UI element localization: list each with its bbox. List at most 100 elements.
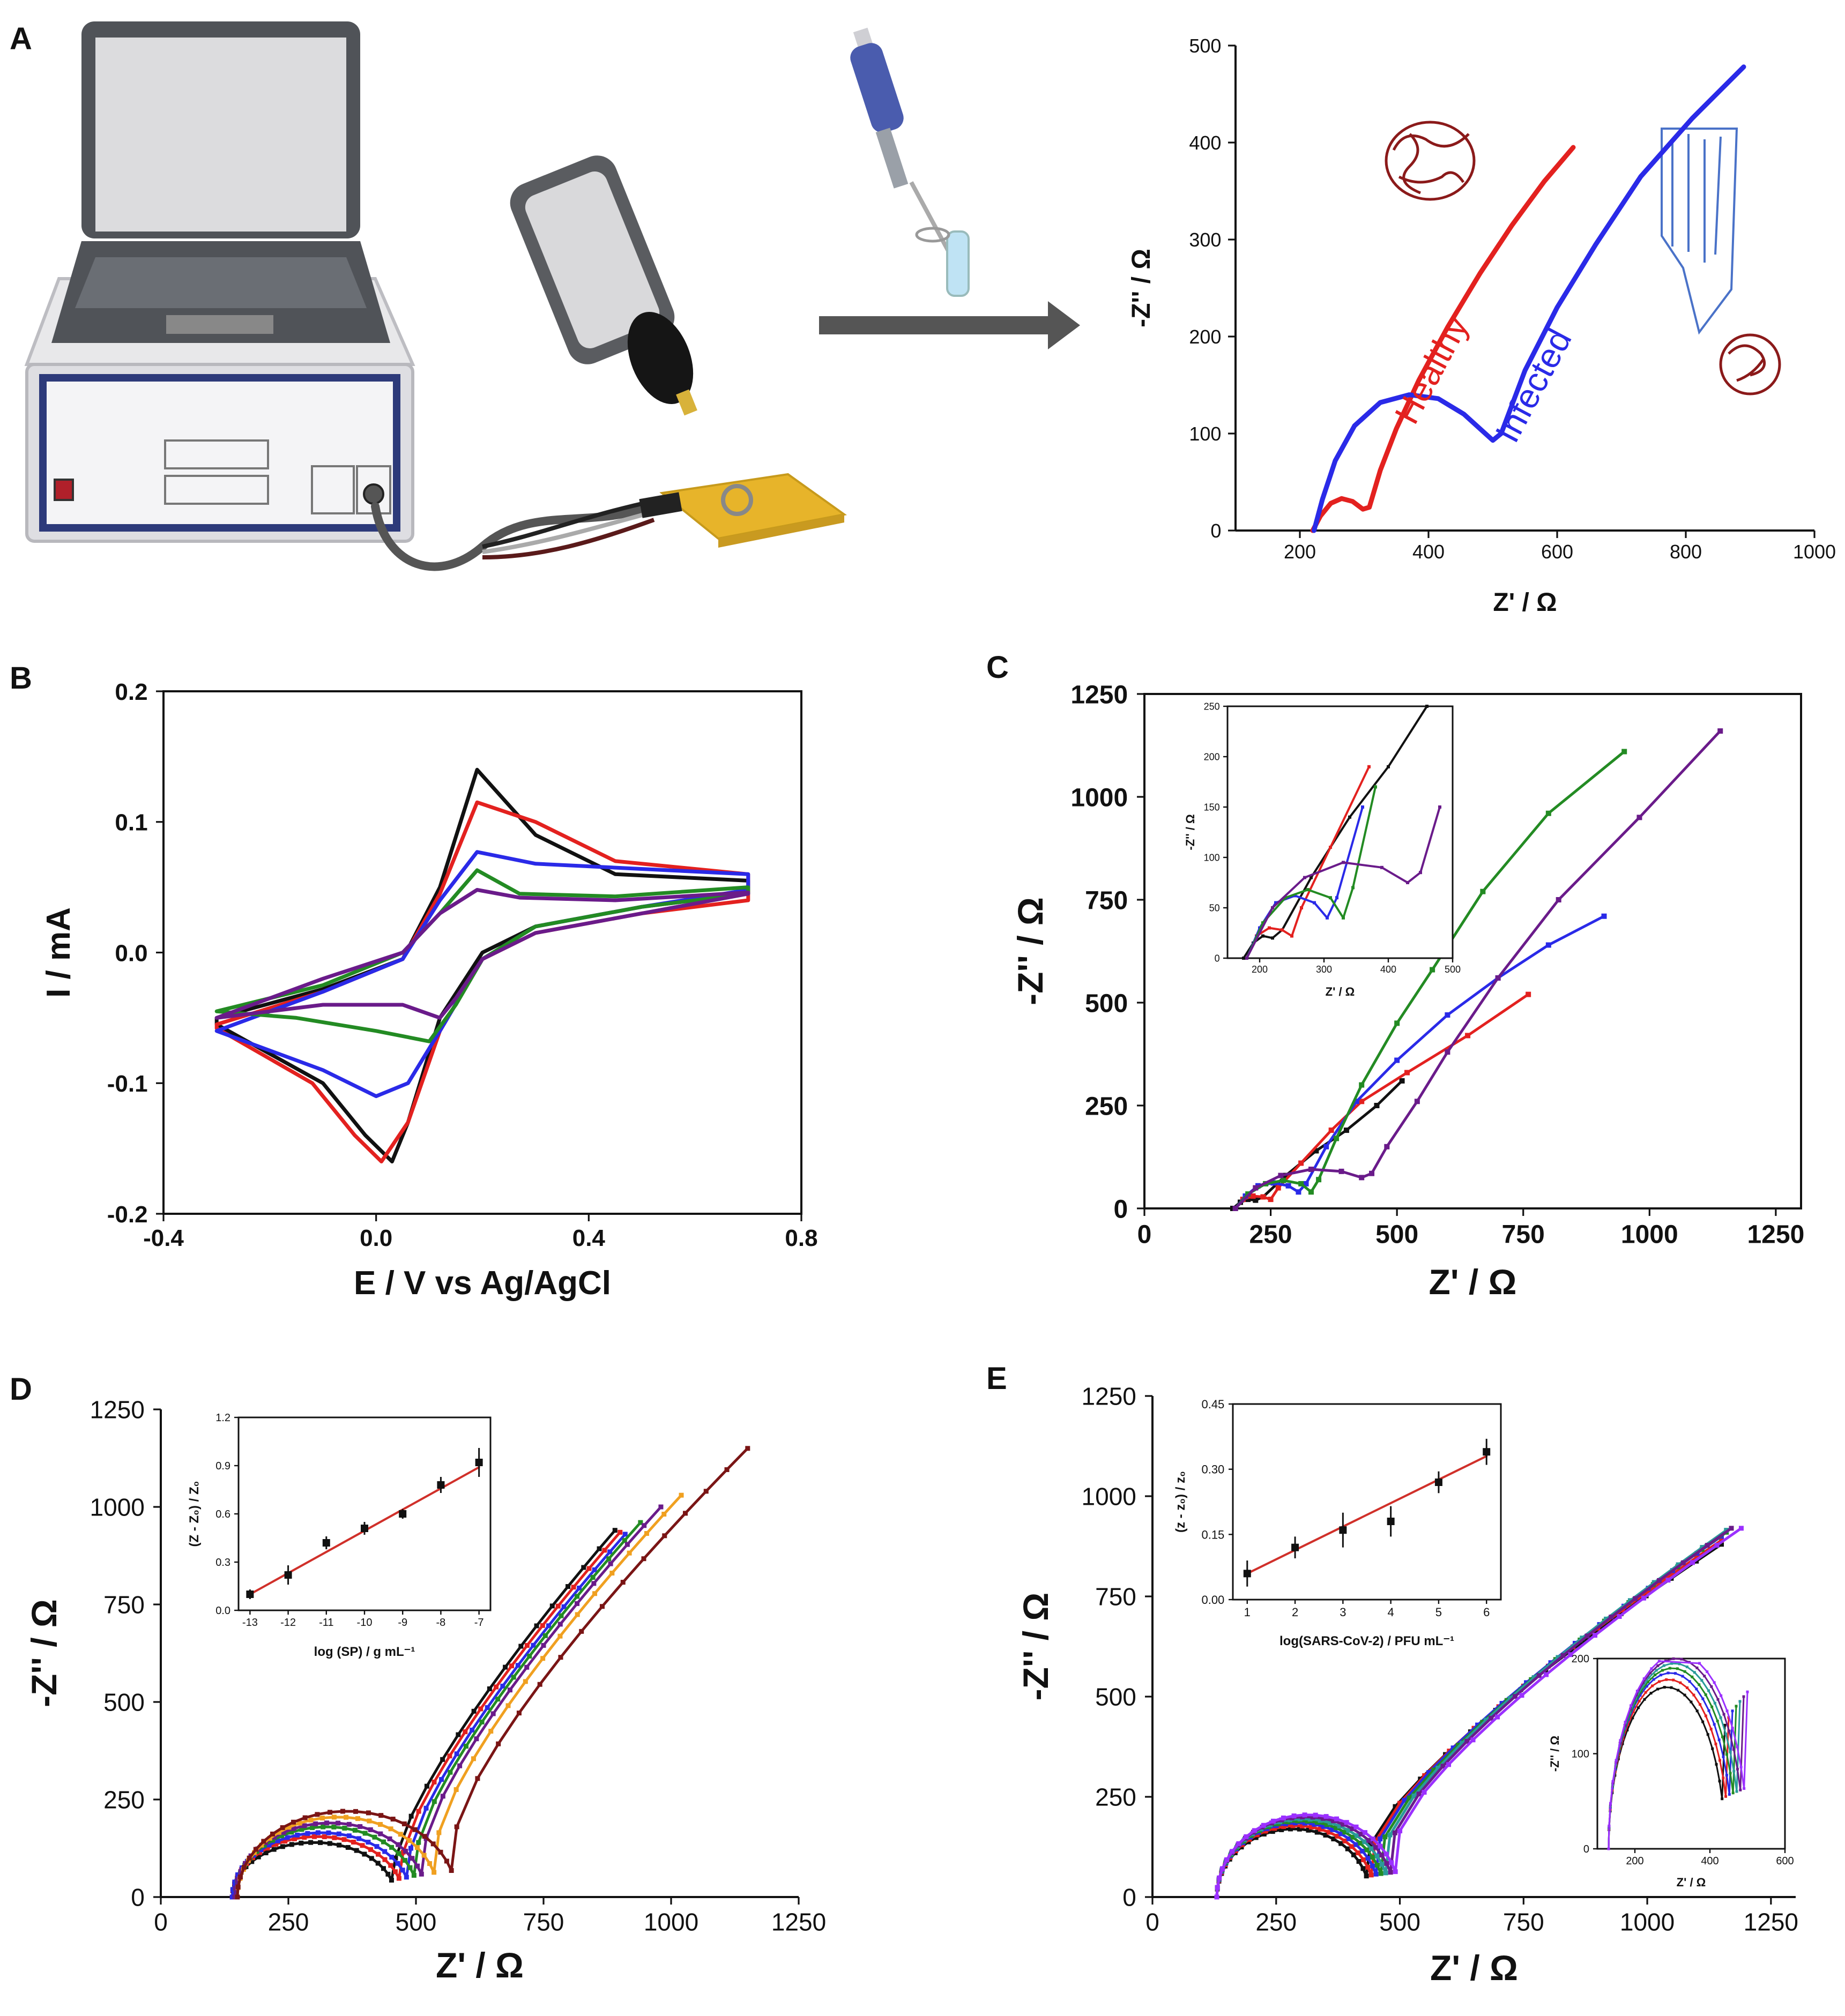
panel-d-series-black-point [354, 1848, 359, 1853]
panel-c-series-purple-point [1384, 1144, 1390, 1149]
panel-d-series-red-point [393, 1869, 398, 1875]
panel-d-series-blue-point [515, 1663, 520, 1668]
panel-e-inset-series-red-point [1699, 1703, 1702, 1706]
panel-b-series-purple [214, 888, 750, 1020]
panel-e-inset-series-magenta-point [1720, 1694, 1723, 1697]
panel-d-series-maroon-point [270, 1831, 276, 1836]
panel-c-inset-y-tick-label: 50 [1209, 902, 1220, 913]
panel-e-inset-series-purple-point [1649, 1671, 1652, 1675]
panel-e-series-red-point [1645, 1589, 1650, 1595]
panel-d-series-maroon-point [662, 1533, 667, 1539]
panel-d-series-blue-point [577, 1585, 582, 1591]
panel-e-inset-series-blue-point [1713, 1723, 1716, 1726]
panel-d-inset-y-tick-label: 0.0 [215, 1605, 230, 1617]
panel-d-series-orange-point [523, 1679, 528, 1684]
panel-e-series-black-point [1593, 1629, 1598, 1634]
panel-c-series-purple-point [1717, 728, 1723, 734]
panel-e-series-magenta-point [1302, 1812, 1307, 1818]
panel-e-series-purple-point [1680, 1560, 1686, 1565]
panel-d-series-red-point [282, 1839, 288, 1844]
panel-d-series-maroon-point [247, 1855, 252, 1861]
panel-d-series-blue-point [346, 1833, 352, 1839]
panel-d-x-tick-label: 1250 [771, 1908, 826, 1936]
panel-e-series-purple-point [1310, 1815, 1315, 1820]
panel-d-series-orange-point [427, 1861, 433, 1866]
panel-e-series-blue-point [1365, 1856, 1371, 1861]
panel-d-series-green-point [527, 1653, 532, 1659]
panel-d-series-red-point [396, 1876, 401, 1881]
panel-d-series-blue-point [470, 1727, 475, 1733]
panel-e-inset-series-blue-point [1701, 1697, 1705, 1700]
panel-d-series-orange-point [471, 1756, 476, 1761]
panel-e-inset-series-magenta-point [1642, 1677, 1646, 1681]
panel-e-inset-series-teal-point [1719, 1716, 1722, 1719]
panel-c-inset-y-tick-label: 200 [1204, 751, 1220, 762]
panel-e-inset-series-red-point [1718, 1759, 1721, 1762]
annotation-infected: Infected [1487, 323, 1579, 449]
panel-c-series-purple-point [1495, 975, 1501, 981]
panel-c-series-green-point [1281, 1177, 1286, 1183]
panel-c-series-purple-point [1338, 1168, 1344, 1174]
panel-e-inset-series-red-point [1638, 1699, 1641, 1703]
panel-e-series-teal-point [1507, 1696, 1513, 1701]
panel-d-series-red-point [478, 1706, 483, 1712]
panel-d-inset-x-tick-label: -11 [319, 1617, 333, 1629]
panel-e-inset-series-magenta-point [1615, 1759, 1618, 1762]
panel-d-series-green-point [289, 1830, 294, 1835]
panel-e-inset-series-teal-point [1670, 1662, 1673, 1665]
panel-e-series-purple-point [1584, 1633, 1590, 1639]
panel-c-series-green-point [1394, 1020, 1400, 1026]
panel-c-inset-x-tick-label: 300 [1316, 964, 1332, 975]
panel-d-series-black-point [381, 1866, 386, 1871]
panel-e-inset-series-teal-point [1713, 1701, 1716, 1705]
panel-e-inset-series-red-point [1644, 1691, 1647, 1694]
panel-e-inset-series-purple-point [1703, 1675, 1706, 1678]
panel-e-y-tick-label: 1000 [1082, 1483, 1136, 1511]
panel-d-series-black-point [263, 1850, 269, 1856]
panel-e-series-purple-point [1416, 1791, 1422, 1797]
panel-c-series-red-point [1268, 1197, 1274, 1203]
panel-c-x-tick-label: 0 [1137, 1220, 1152, 1249]
panel-e-inset-series-teal-point [1662, 1664, 1665, 1667]
panel-d-series-maroon-point [516, 1711, 522, 1716]
panel-label-d: D [10, 1372, 32, 1407]
panel-d-series-blue-point [235, 1872, 241, 1877]
panel-d-series-purple-point [457, 1763, 463, 1768]
panel-e-inset-series-black-point [1706, 1733, 1709, 1736]
panel-e-series-teal-point [1580, 1636, 1585, 1641]
panel-e-series-magenta-point [1224, 1857, 1230, 1862]
panel-d-series-maroon-point [412, 1827, 418, 1832]
panel-d-inset-data-point [284, 1571, 292, 1579]
panel-e-inset-series-purple-point [1680, 1657, 1683, 1661]
panel-e-inset-series-red-point [1686, 1686, 1689, 1690]
panel-e-series-magenta-point [1270, 1818, 1276, 1824]
panel-c-inset-series-blue-point [1361, 805, 1364, 809]
panel-d-inset-data-point [361, 1525, 368, 1532]
panel-e-series-green-point [1324, 1822, 1329, 1827]
panel-e-series-magenta-point [1389, 1860, 1394, 1865]
panel-d-series-black [230, 1529, 616, 1899]
panel-d-inset-data-point [246, 1591, 254, 1598]
panel-d-series-purple-point [233, 1886, 238, 1891]
panel-e-x-tick-label: 250 [1255, 1908, 1297, 1936]
panel-d-series-red-point [351, 1840, 356, 1845]
panel-d-series-blue-point [531, 1642, 536, 1648]
panel-d-series-maroon-point [390, 1817, 396, 1822]
panel-c-series-red-point [1250, 1193, 1256, 1199]
panel-c-series-blue-point [1601, 913, 1607, 919]
panel-e-series-magenta-point [1252, 1828, 1257, 1833]
panel-d-series-maroon-point [444, 1858, 449, 1864]
panel-e-inset-bottom-y-axis-label: -Z'' / Ω [1548, 1736, 1561, 1772]
panel-d-series-blue-point [232, 1879, 237, 1885]
panel-e-series-magenta-point [1397, 1828, 1403, 1834]
nyquist-plot-panel-a: 200 400 600 800 1000 0 100 200 300 400 500 Z' / Ω -Z… [1127, 35, 1836, 617]
panel-d-series-red-point [257, 1850, 262, 1855]
panel-c-series-black-point [1253, 1197, 1259, 1203]
panel-e-series-purple-point [1330, 1818, 1336, 1824]
panel-c-inset-series-green-point [1351, 886, 1355, 890]
panel-e-inset-series-red-point [1692, 1693, 1695, 1697]
panel-e-inset-series-blue-point [1681, 1675, 1684, 1678]
panel-c-inset-series-black-point [1271, 936, 1274, 940]
panel-d-series-orange-point [276, 1830, 281, 1835]
panel-e-series-magenta-point [1215, 1885, 1220, 1890]
